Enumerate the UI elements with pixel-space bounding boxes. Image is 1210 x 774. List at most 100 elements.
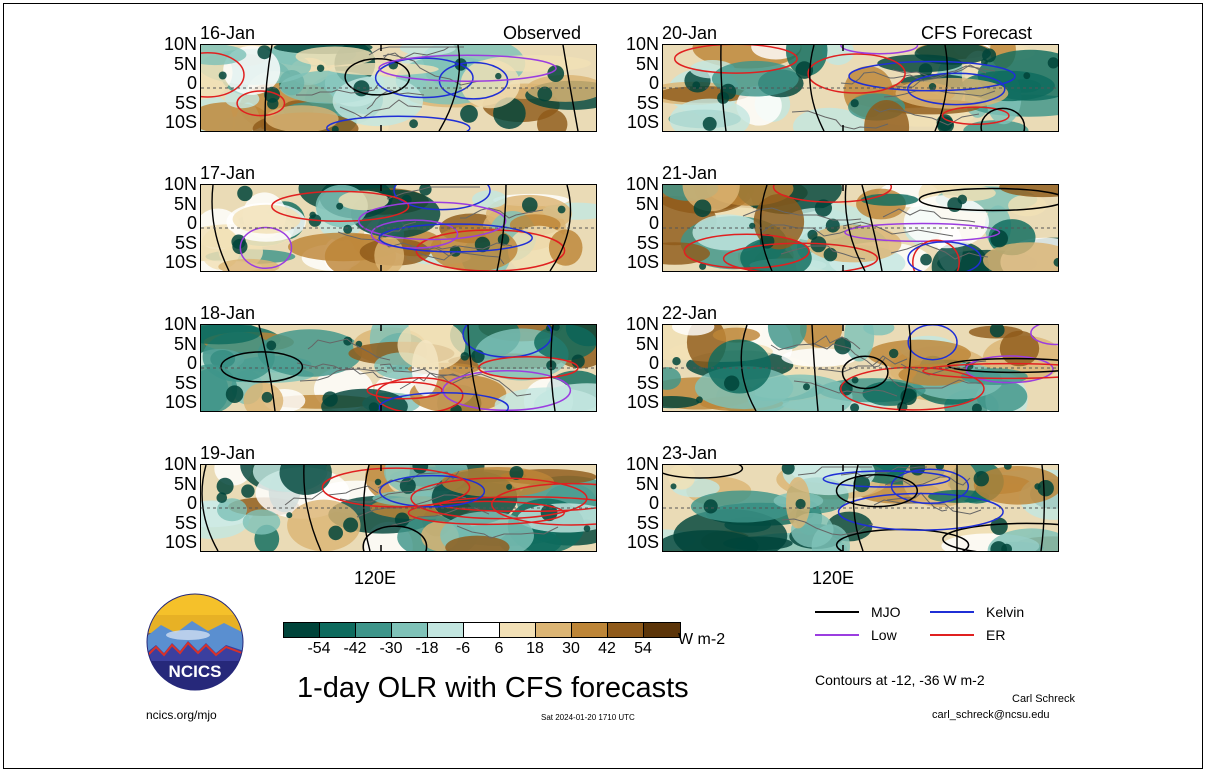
lat-label: 5S	[174, 92, 197, 113]
lat-label: 5N	[635, 193, 659, 214]
legend-label-kelvin: Kelvin	[986, 604, 1025, 620]
lat-label: 10S	[626, 252, 659, 272]
colorbar-tick-label: 6	[494, 640, 504, 657]
colorbar-tick-label: 42	[598, 640, 616, 657]
legend-label-mjo: MJO	[871, 604, 901, 620]
figure-frame	[3, 3, 1203, 769]
colorbar-swatch	[536, 623, 572, 637]
x-tick-label-right: 120E	[812, 568, 855, 588]
lat-label: 10N	[163, 454, 197, 474]
legend-label-er: ER	[986, 627, 1006, 643]
lat-label: 5N	[173, 333, 197, 354]
panel-date: 18-Jan	[200, 303, 256, 323]
colorbar-tick-label: -42	[343, 640, 367, 657]
lat-label: 10S	[626, 532, 659, 552]
panel-date: 16-Jan	[200, 23, 256, 43]
legend-line-kelvin	[930, 611, 974, 613]
olr-map	[662, 44, 1059, 132]
olr-map	[200, 464, 597, 552]
panel-date: 19-Jan	[200, 443, 256, 463]
legend-line-er	[930, 634, 974, 636]
lat-label: 10N	[163, 174, 197, 194]
colorbar-swatch	[500, 623, 536, 637]
lat-label: 10S	[164, 392, 197, 412]
lat-label: 0	[186, 73, 197, 93]
colorbar-swatch	[572, 623, 608, 637]
legend-line-mjo	[815, 611, 859, 613]
legend-line-low	[815, 634, 859, 636]
colorbar-tick-label: 30	[562, 640, 580, 657]
lat-label: 10S	[626, 392, 659, 412]
colorbar-swatch	[392, 623, 428, 637]
contours-note: Contours at -12, -36 W m-2	[815, 672, 985, 688]
lat-label: 10N	[625, 314, 659, 334]
lat-label: 10S	[164, 532, 197, 552]
colorbar	[283, 622, 681, 638]
colorbar-swatch	[464, 623, 500, 637]
olr-map	[200, 44, 597, 132]
lat-label: 5N	[173, 193, 197, 214]
colorbar-swatch	[320, 623, 356, 637]
legend-item-low: Low	[815, 627, 897, 643]
lat-label: 0	[186, 353, 197, 373]
lat-label: 0	[186, 213, 197, 233]
colorbar-tick-label: -30	[379, 640, 403, 657]
lat-label: 0	[648, 213, 659, 233]
colorbar-swatch	[284, 623, 320, 637]
olr-map	[200, 324, 597, 412]
lat-label: 0	[648, 353, 659, 373]
lat-label: 10N	[625, 174, 659, 194]
olr-map	[662, 324, 1059, 412]
lat-label: 10N	[163, 34, 197, 54]
panel-date: 21-Jan	[662, 163, 718, 183]
lat-label: 0	[186, 493, 197, 513]
colorbar-tick-label: -54	[307, 640, 331, 657]
lat-label: 5N	[173, 473, 197, 494]
panel-date: 17-Jan	[200, 163, 256, 183]
colorbar-swatch	[608, 623, 644, 637]
lat-label: 5S	[174, 232, 197, 253]
colorbar-tick-label: -6	[455, 640, 471, 657]
lat-label: 0	[648, 73, 659, 93]
ncics-logo: NCICS	[146, 593, 244, 691]
lat-label: 5S	[636, 372, 659, 393]
lat-label: 0	[648, 493, 659, 513]
site-url: ncics.org/mjo	[146, 708, 217, 722]
author: Carl Schreck	[1012, 693, 1075, 705]
panel-date: 23-Jan	[662, 443, 718, 463]
lat-label: 10N	[163, 314, 197, 334]
author-email: carl_schreck@ncsu.edu	[932, 709, 1050, 721]
figure-title: 1-day OLR with CFS forecasts	[297, 672, 689, 704]
colorbar-swatch	[356, 623, 392, 637]
colorbar-swatch	[644, 623, 680, 637]
colorbar-tick-label: 54	[634, 640, 652, 657]
colorbar-swatch	[428, 623, 464, 637]
legend-label-low: Low	[871, 627, 897, 643]
logo-text: NCICS	[169, 662, 222, 681]
lat-label: 5N	[635, 473, 659, 494]
lat-label: 5N	[635, 333, 659, 354]
panel-date: 22-Jan	[662, 303, 718, 323]
lat-label: 5S	[174, 512, 197, 533]
colorbar-tick-label: 18	[526, 640, 544, 657]
lat-label: 10N	[625, 34, 659, 54]
lat-label: 5S	[174, 372, 197, 393]
lat-label: 10S	[626, 112, 659, 132]
observed-header: Observed	[503, 23, 582, 43]
lat-label: 5S	[636, 232, 659, 253]
panel-date: 20-Jan	[662, 23, 718, 43]
x-tick-label-left: 120E	[354, 568, 397, 588]
legend-item-er: ER	[930, 627, 1005, 643]
lat-label: 5N	[635, 53, 659, 74]
lat-label: 10S	[164, 252, 197, 272]
lat-label: 5N	[173, 53, 197, 74]
colorbar-unit: W m-2	[678, 631, 726, 648]
forecast-header: CFS Forecast	[921, 23, 1033, 43]
legend-item-mjo: MJO	[815, 604, 901, 620]
olr-map	[662, 464, 1059, 552]
lat-label: 5S	[636, 512, 659, 533]
lat-label: 5S	[636, 92, 659, 113]
timestamp: Sat 2024-01-20 1710 UTC	[541, 713, 635, 722]
olr-map	[662, 184, 1059, 272]
lat-label: 10S	[164, 112, 197, 132]
